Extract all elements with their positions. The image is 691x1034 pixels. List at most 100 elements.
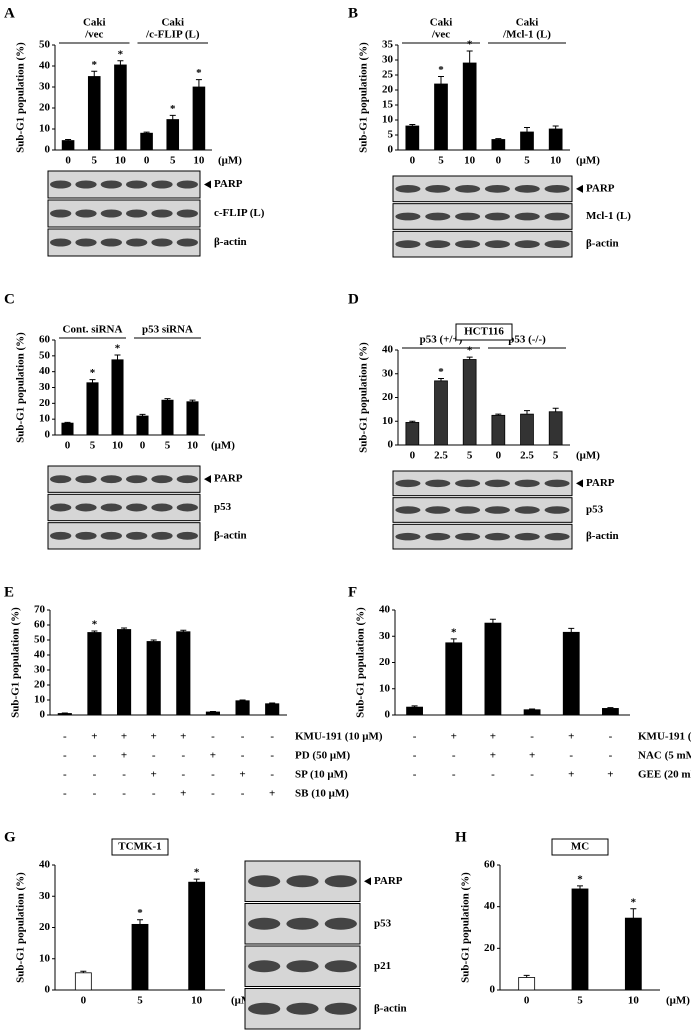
y-tick-label: 20 — [382, 391, 394, 403]
y-tick-label: 5 — [388, 129, 394, 141]
y-tick-label: 25 — [382, 69, 394, 81]
treatment-sign: - — [122, 788, 126, 800]
unit-label: (μM) — [211, 440, 235, 452]
x-tick-label: 0 — [144, 155, 150, 167]
significance-marker: * — [137, 907, 143, 919]
treatment-sign: - — [413, 769, 417, 781]
y-tick-label: 30 — [379, 630, 391, 642]
bar — [111, 359, 124, 436]
treatment-sign: - — [452, 769, 456, 781]
y-tick-label: 0 — [490, 984, 496, 996]
panel-letter: C — [4, 291, 15, 307]
blot-band — [176, 209, 198, 218]
treatment-label: PD (50 μM) — [295, 750, 350, 762]
blot-label: p53 — [374, 917, 392, 929]
bar — [520, 131, 534, 151]
blot-band — [248, 875, 281, 888]
blot — [47, 228, 201, 257]
blot-band — [248, 1002, 281, 1015]
blot-band — [455, 212, 481, 221]
blot-band — [286, 875, 319, 888]
bar — [186, 401, 199, 436]
error-bar — [524, 410, 530, 415]
group-label: p53 siRNA — [142, 324, 193, 336]
error-bar — [195, 79, 202, 87]
group-label: Cont. siRNA — [63, 324, 123, 336]
blot-band — [176, 238, 198, 247]
treatment-sign: - — [122, 769, 126, 781]
error-bar — [114, 354, 121, 360]
blot-band — [75, 238, 97, 247]
arrowhead — [204, 180, 211, 189]
treatment-sign: + — [490, 731, 496, 743]
x-tick-label: 10 — [193, 155, 205, 167]
blot-label: β-actin — [214, 529, 247, 541]
significance-marker: * — [118, 48, 124, 60]
group-label: /vec — [84, 29, 103, 41]
error-bar — [150, 639, 157, 642]
panel-letter: B — [348, 5, 358, 21]
panel-letter: D — [348, 291, 359, 307]
blot-band — [514, 184, 540, 193]
blot-label: β-actin — [214, 236, 247, 248]
blot-band — [50, 503, 72, 512]
blot — [392, 230, 573, 258]
bar — [434, 380, 448, 446]
error-bar — [121, 627, 128, 630]
blot-band — [484, 532, 510, 541]
error-bar — [495, 138, 502, 140]
x-tick-label: 2.5 — [520, 450, 534, 462]
treatment-sign: - — [270, 769, 274, 781]
blot-band — [484, 184, 510, 193]
cell-line-label: TCMK-1 — [118, 841, 161, 853]
treatment-sign: + — [151, 731, 157, 743]
treatment-sign: - — [241, 731, 245, 743]
x-tick-label: 5 — [467, 450, 473, 462]
y-tick-label: 0 — [45, 144, 51, 156]
group-label: /vec — [431, 29, 450, 41]
y-tick-label: 20 — [382, 84, 394, 96]
blot-band — [151, 238, 173, 247]
y-tick-label: 50 — [39, 39, 51, 51]
x-tick-label: 10 — [628, 995, 640, 1007]
treatment-sign: - — [609, 731, 613, 743]
significance-marker: * — [170, 103, 176, 115]
y-tick-label: 0 — [385, 709, 391, 721]
y-axis-label: Sub-G1 population (%) — [15, 332, 27, 443]
y-tick-label: 30 — [39, 81, 51, 93]
y-tick-label: 60 — [39, 334, 51, 346]
error-bar — [117, 60, 124, 65]
y-tick-label: 50 — [34, 634, 46, 646]
error-bar — [450, 638, 457, 643]
y-tick-label: 0 — [388, 439, 394, 451]
x-tick-label: 2.5 — [434, 450, 448, 462]
treatment-sign: - — [152, 750, 156, 762]
bar — [406, 706, 423, 716]
significance-marker: * — [196, 67, 202, 79]
error-bar — [577, 885, 583, 889]
blot-band — [50, 531, 72, 540]
significance-marker: * — [92, 59, 98, 71]
treatment-sign: - — [270, 731, 274, 743]
treatment-sign: - — [93, 750, 97, 762]
blot-band — [100, 475, 122, 484]
treatment-sign: - — [530, 769, 534, 781]
bar — [86, 382, 99, 436]
error-bar — [489, 618, 496, 624]
y-tick-label: 10 — [379, 682, 391, 694]
error-bar — [524, 127, 530, 132]
error-bar — [169, 114, 176, 120]
error-bar — [411, 705, 418, 708]
group-label: Caki — [83, 17, 106, 29]
y-axis-label: Sub-G1 population (%) — [460, 872, 472, 983]
group-label: Caki — [430, 17, 453, 29]
x-tick-label: 0 — [496, 155, 502, 167]
treatment-label: SB (10 μM) — [295, 788, 349, 800]
blot-band — [100, 531, 122, 540]
y-tick-label: 40 — [34, 649, 46, 661]
blot-label: β-actin — [586, 238, 619, 250]
error-bar — [193, 878, 200, 883]
blot-band — [514, 240, 540, 249]
x-tick-label: 0 — [65, 155, 71, 167]
